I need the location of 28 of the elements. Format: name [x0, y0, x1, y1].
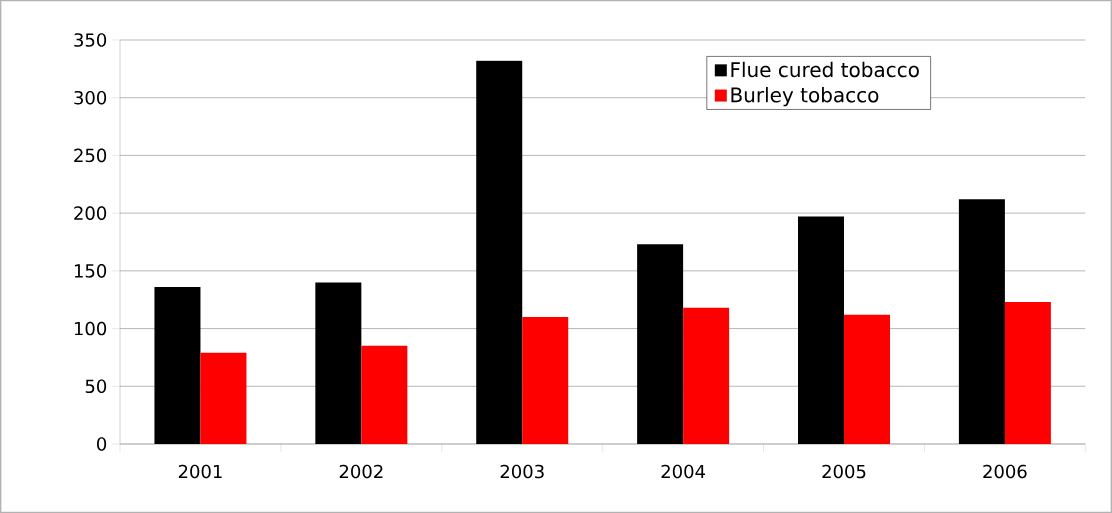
y-tick-label: 50	[85, 379, 107, 394]
bar	[154, 287, 201, 444]
bar	[844, 314, 890, 444]
bar	[361, 345, 408, 444]
y-tick-label: 0	[97, 437, 107, 451]
bar	[200, 352, 247, 444]
legend-label: Burley tobacco	[731, 86, 879, 107]
bar	[798, 216, 844, 444]
x-tick-label: 2001	[178, 464, 222, 479]
y-tick-label: 100	[74, 321, 107, 336]
y-tick-label: 300	[74, 90, 107, 105]
bar	[1004, 302, 1051, 444]
y-tick-label: 200	[74, 206, 107, 220]
bar	[683, 307, 730, 444]
bar	[958, 199, 1005, 444]
bar	[315, 282, 362, 444]
bar	[476, 60, 523, 444]
bar	[637, 244, 684, 444]
x-tick-label: 2005	[822, 464, 866, 479]
x-tick-label: 2006	[983, 464, 1027, 479]
x-tick-label: 2004	[661, 464, 705, 479]
y-tick-label: 350	[74, 33, 107, 47]
x-tick-label: 2002	[339, 464, 383, 479]
legend-label: Flue cured tobacco	[731, 61, 919, 78]
x-tick-label: 2003	[500, 464, 544, 479]
y-tick-label: 250	[74, 148, 107, 163]
y-tick-label: 150	[74, 264, 107, 278]
bar	[522, 317, 569, 444]
